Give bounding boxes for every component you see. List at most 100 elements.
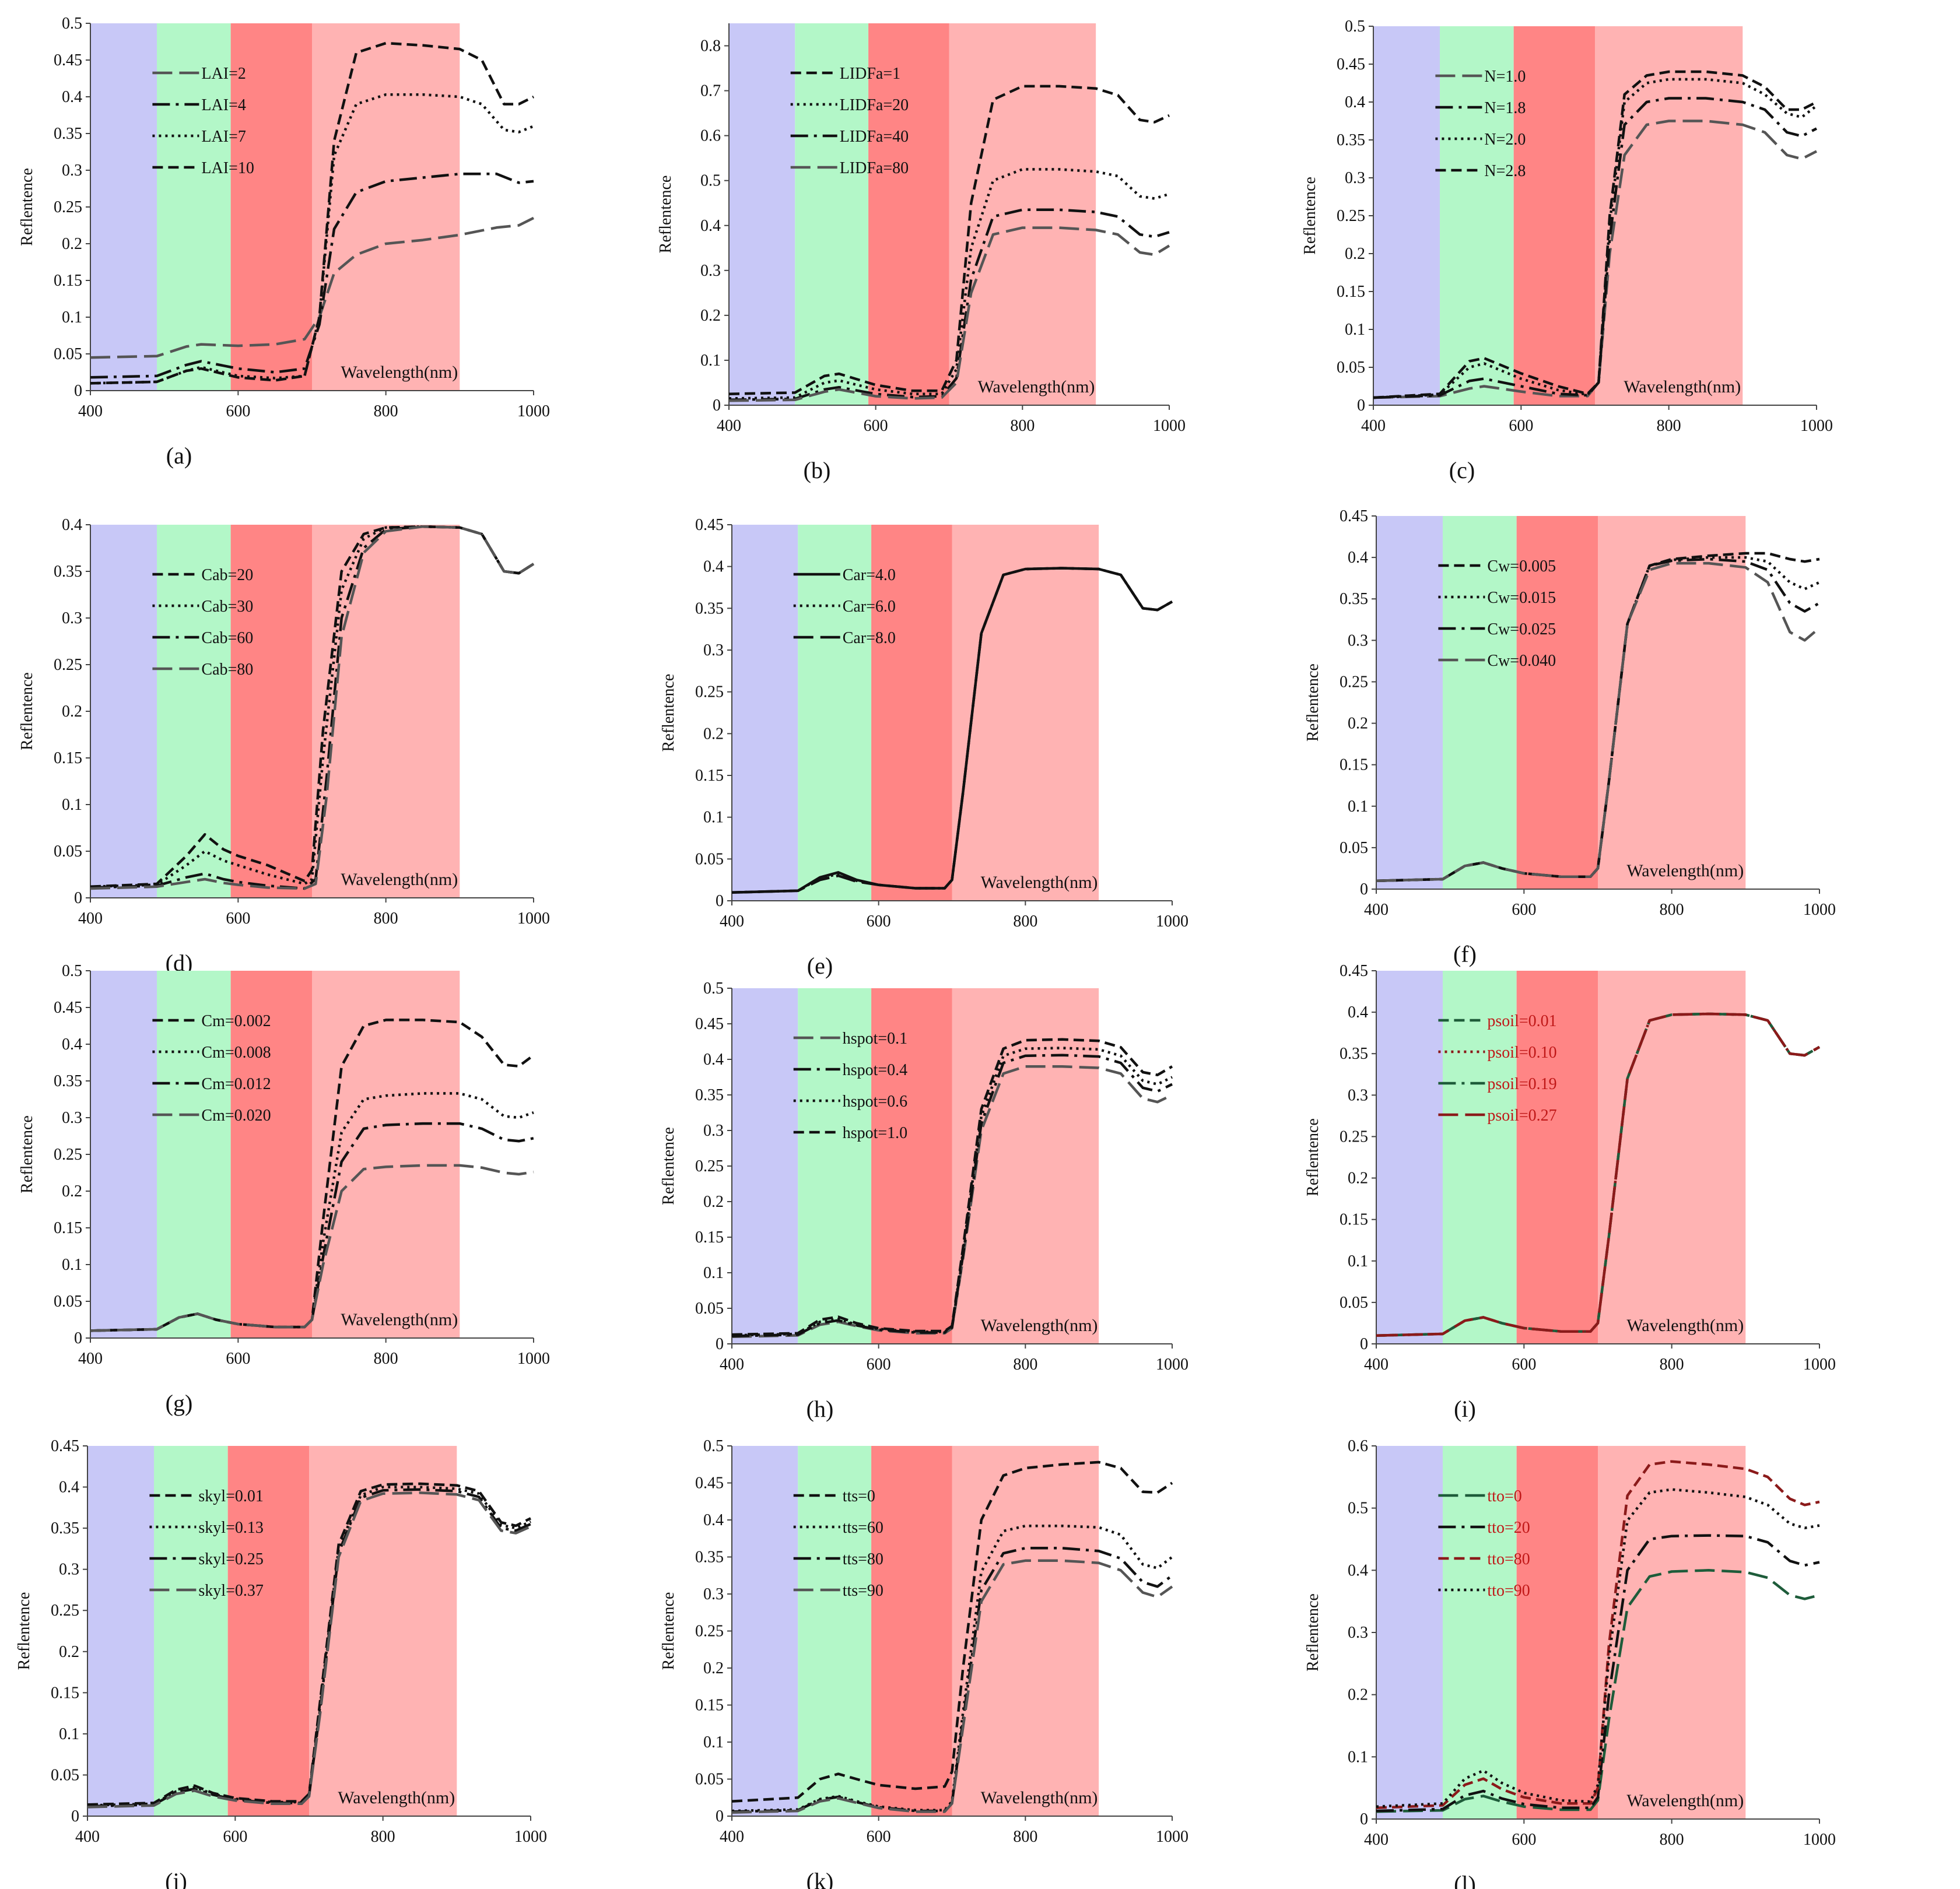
- chart-panel: 0 0.05 0.1 0.15 0.2 0.25 0.3 0.35 0.4 0.45 0.5 400 6…: [660, 979, 1188, 1422]
- y-tick-label: 0.4: [62, 1035, 82, 1054]
- legend-label: Cw=0.040: [1487, 652, 1556, 670]
- y-tick-label: 0.35: [695, 599, 724, 617]
- y-tick-label: 0.35: [1340, 1045, 1368, 1063]
- y-tick-label: 0.45: [54, 999, 82, 1017]
- x-tick-label: 1000: [1803, 1831, 1836, 1849]
- band-green: [157, 525, 231, 898]
- band-nir: [1598, 516, 1746, 889]
- band-nir: [312, 971, 460, 1338]
- band-red: [871, 1446, 952, 1816]
- x-axis-label: Wavelength(nm): [981, 1788, 1098, 1807]
- y-tick-label: 0.3: [62, 1109, 82, 1127]
- x-axis-label: Wavelength(nm): [1624, 377, 1741, 396]
- chart-panel: 0 0.05 0.1 0.15 0.2 0.25 0.3 0.35 0.4 0.45 400 600 8…: [660, 516, 1188, 979]
- x-tick-label: 1000: [517, 1350, 550, 1368]
- legend-label: Cm=0.020: [201, 1107, 271, 1125]
- legend-label: LIDFa=1: [840, 65, 900, 83]
- x-tick-label: 400: [78, 910, 103, 928]
- x-tick-label: 800: [1660, 1356, 1684, 1374]
- series-line: [728, 208, 1170, 402]
- y-tick-label: 0.2: [1348, 1170, 1368, 1188]
- band-red: [871, 988, 952, 1344]
- y-tick-label: 0.35: [695, 1549, 724, 1567]
- chart-panel: 0 0.05 0.1 0.15 0.2 0.25 0.3 0.35 0.4 0.45 0.5 400 6…: [1301, 17, 1833, 483]
- y-tick-label: 0.5: [703, 979, 724, 998]
- y-tick-label: 0.25: [695, 683, 724, 701]
- legend-label: psoil=0.27: [1487, 1107, 1556, 1125]
- legend-label: LAI=7: [201, 128, 246, 146]
- band-blue: [87, 1446, 154, 1816]
- band-nir: [952, 1446, 1099, 1816]
- y-tick-label: 0.2: [59, 1643, 79, 1661]
- band-blue: [1376, 971, 1443, 1344]
- x-tick-label: 800: [374, 910, 398, 928]
- x-tick-label: 600: [1509, 417, 1533, 435]
- x-tick-label: 800: [374, 1350, 398, 1368]
- x-tick-label: 800: [1013, 1828, 1037, 1846]
- x-tick-label: 1000: [1156, 1356, 1188, 1374]
- series-line: [1376, 1488, 1820, 1808]
- band-nir: [1595, 26, 1743, 405]
- x-axis-label: Wavelength(nm): [341, 870, 458, 889]
- series-line: [731, 567, 1173, 894]
- y-axis-label: Reflentence: [18, 168, 36, 246]
- legend-label: tto=80: [1487, 1550, 1530, 1568]
- y-tick-label: 0.25: [54, 1146, 82, 1164]
- legend-label: psoil=0.10: [1487, 1044, 1556, 1062]
- x-tick-label: 1000: [517, 910, 550, 928]
- legend-label: Cm=0.012: [201, 1075, 271, 1093]
- y-tick-label: 0.4: [62, 88, 82, 106]
- chart-panel: 0 0.05 0.1 0.15 0.2 0.25 0.3 0.35 0.4 0.45 0.5 400 6…: [660, 1437, 1188, 1889]
- x-axis-label: Wavelength(nm): [1626, 1791, 1744, 1810]
- x-tick-label: 600: [1512, 1356, 1536, 1374]
- x-axis-label: Wavelength(nm): [981, 873, 1098, 892]
- panel-caption: (g): [166, 1390, 193, 1416]
- panel-caption: (i): [1454, 1396, 1476, 1422]
- band-red: [227, 1446, 309, 1816]
- y-tick-label: 0.25: [1340, 673, 1368, 691]
- band-blue: [90, 23, 157, 391]
- y-axis-label: Reflentence: [660, 674, 678, 752]
- y-tick-label: 0.15: [1340, 1211, 1368, 1229]
- y-tick-label: 0.25: [1337, 207, 1365, 225]
- band-nir: [309, 1446, 457, 1816]
- y-tick-label: 0.4: [1345, 93, 1365, 111]
- legend-label: Cab=30: [201, 598, 253, 616]
- y-tick-label: 0.3: [1348, 1624, 1368, 1642]
- x-tick-label: 400: [720, 912, 744, 931]
- y-tick-label: 0.35: [1340, 590, 1368, 608]
- y-tick-label: 0.45: [695, 1474, 724, 1493]
- y-tick-label: 0.2: [703, 1659, 724, 1677]
- y-tick-label: 0.4: [62, 516, 82, 534]
- y-tick-label: 0: [1360, 1335, 1368, 1353]
- y-tick-label: 0.3: [703, 641, 724, 659]
- x-tick-label: 600: [226, 402, 250, 420]
- legend-label: Cw=0.015: [1487, 589, 1556, 607]
- band-nir: [1598, 1446, 1746, 1819]
- y-tick-label: 0.35: [695, 1086, 724, 1104]
- y-tick-label: 0.25: [51, 1602, 79, 1620]
- panel-caption: (c): [1449, 457, 1475, 483]
- x-tick-label: 800: [1013, 912, 1037, 931]
- x-tick-label: 800: [1013, 1356, 1037, 1374]
- x-tick-label: 1000: [1803, 1356, 1836, 1374]
- y-tick-label: 0.05: [695, 1771, 724, 1789]
- series-line: [90, 216, 535, 359]
- band-red: [230, 525, 312, 898]
- band-blue: [732, 988, 798, 1344]
- x-tick-label: 800: [371, 1828, 395, 1846]
- y-tick-label: 0.35: [51, 1519, 79, 1537]
- x-tick-label: 1000: [1156, 1828, 1188, 1846]
- legend-label: psoil=0.19: [1487, 1075, 1556, 1093]
- y-tick-label: 0.1: [1348, 1748, 1368, 1766]
- y-tick-label: 0.2: [62, 235, 82, 253]
- chart-panel: 0 0.1 0.2 0.3 0.4 0.5 0.6 400 600 800 1000 Reflente…: [1304, 1437, 1836, 1889]
- x-tick-label: 400: [1364, 1356, 1389, 1374]
- legend-label: tto=0: [1487, 1487, 1521, 1505]
- y-tick-label: 0: [74, 889, 82, 907]
- y-tick-label: 0.25: [54, 656, 82, 674]
- x-tick-label: 800: [374, 402, 398, 420]
- y-tick-label: 0.35: [54, 125, 82, 143]
- chart-panel: 0 0.05 0.1 0.15 0.2 0.25 0.3 0.35 0.4 0.45 400 600 8…: [1304, 507, 1836, 967]
- series-line: [1373, 70, 1818, 399]
